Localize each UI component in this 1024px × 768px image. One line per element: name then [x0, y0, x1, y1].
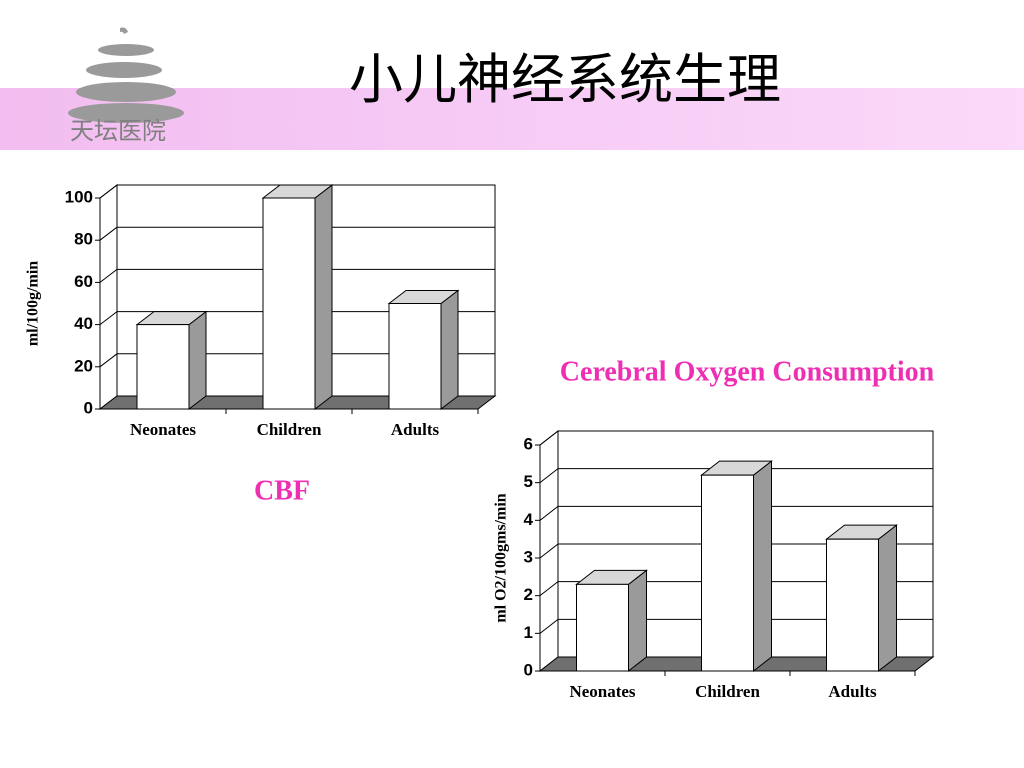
logo-text: 天坛医院: [70, 117, 166, 145]
y-tick-label: 5: [524, 472, 533, 491]
y-tick-label: 60: [74, 272, 93, 291]
y-tick-label: 20: [74, 356, 93, 375]
y-tick-label: 2: [524, 585, 533, 604]
grid-line: [539, 543, 559, 559]
y-tick-label: 0: [524, 660, 533, 679]
bar-side: [628, 569, 647, 673]
bar: [262, 197, 316, 410]
slide-title: 小儿神经系统生理: [349, 48, 781, 111]
bar: [388, 303, 442, 410]
y-axis-label: ml/100g/min: [25, 261, 42, 346]
logo: [68, 27, 184, 123]
grid-line: [99, 184, 118, 199]
bar-side: [440, 289, 459, 411]
grid-line: [539, 618, 559, 634]
grid-line: [539, 505, 559, 521]
grid-line: [99, 311, 118, 325]
y-tick-label: 4: [524, 510, 534, 529]
y-tick-label: 40: [74, 314, 93, 333]
bar: [576, 583, 629, 672]
bar-side: [878, 524, 897, 673]
grid-line: [539, 581, 559, 597]
y-tick-label: 100: [65, 187, 93, 206]
x-tick-label: Adults: [828, 682, 877, 701]
y-tick-label: 80: [74, 230, 93, 249]
y-tick-label: 1: [524, 623, 533, 642]
grid-line: [99, 353, 118, 368]
x-tick-label: Neonates: [569, 682, 635, 701]
bar-side: [314, 183, 333, 411]
bar-side: [753, 460, 772, 673]
x-tick-label: Neonates: [130, 420, 196, 439]
grid-line: [539, 430, 559, 446]
grid-line: [99, 269, 118, 283]
bar: [136, 324, 190, 410]
grid-line: [99, 226, 118, 241]
y-axis-label: ml O2/100gms/min: [493, 493, 510, 622]
bar: [701, 474, 754, 672]
bar: [826, 538, 879, 672]
y-tick-label: 6: [524, 434, 533, 453]
chart-title: Cerebral Oxygen Consumption: [560, 356, 935, 387]
x-tick-label: Children: [257, 420, 322, 439]
y-tick-label: 3: [524, 547, 533, 566]
grid-line: [539, 468, 559, 484]
bar-side: [188, 310, 207, 411]
x-tick-label: Adults: [391, 420, 440, 439]
x-tick-label: Children: [695, 682, 760, 701]
chart-title: CBF: [254, 475, 310, 506]
y-tick-label: 0: [84, 398, 93, 417]
side-wall: [99, 183, 118, 411]
